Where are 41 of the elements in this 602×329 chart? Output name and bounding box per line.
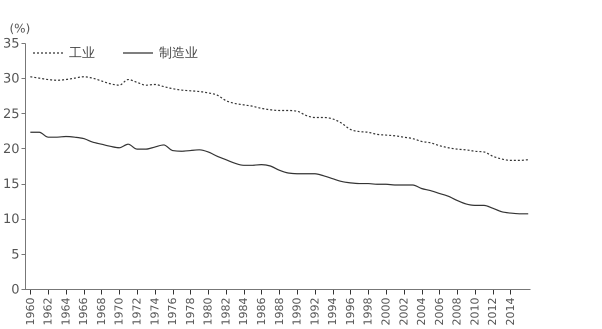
x-tick-label: 1994 <box>326 298 340 326</box>
x-tick-label: 1980 <box>202 298 215 326</box>
y-tick-label: 15 <box>2 177 20 192</box>
y-tick-label: 0 <box>11 282 20 298</box>
x-tick-label: 1992 <box>308 298 322 326</box>
x-tick-label: 1970 <box>112 298 126 326</box>
x-tick-label: 1974 <box>148 298 162 326</box>
x-tick-label: 1984 <box>237 298 250 326</box>
x-tick-label: 1972 <box>130 298 144 326</box>
line-series <box>30 132 529 214</box>
x-tick-label: 1990 <box>290 298 304 326</box>
y-tick-label: 5 <box>11 247 20 262</box>
x-tick-label: 1986 <box>254 298 268 326</box>
x-tick-label: 2010 <box>468 298 482 326</box>
x-tick-label: 2008 <box>450 298 464 326</box>
x-tick-label: 1962 <box>42 298 55 326</box>
x-tick-label: 1976 <box>166 298 180 326</box>
y-tick-label: 30 <box>2 72 20 87</box>
y-tick-label: 20 <box>2 142 20 157</box>
legend-label: 制造业 <box>159 46 198 61</box>
x-tick-label: 1960 <box>24 298 37 326</box>
x-tick-label: 1978 <box>184 298 197 326</box>
x-tick-label: 1998 <box>362 298 375 326</box>
legend-label: 工业 <box>69 46 95 61</box>
y-tick-label: 10 <box>2 212 20 228</box>
x-tick-label: 1996 <box>344 298 357 326</box>
x-tick-label: 2000 <box>379 298 392 326</box>
y-tick-label: 35 <box>2 36 20 52</box>
x-tick-label: 2006 <box>432 298 446 326</box>
x-tick-label: 2002 <box>397 298 410 326</box>
x-tick-label: 2004 <box>415 298 428 326</box>
y-axis-title: (%) <box>10 22 30 36</box>
x-tick-label: 1968 <box>94 298 108 326</box>
x-tick-label: 2012 <box>486 298 500 326</box>
x-tick-label: 1964 <box>59 298 72 326</box>
x-tick-label: 2014 <box>504 298 517 326</box>
x-tick-label: 1988 <box>272 298 286 326</box>
line-series <box>30 76 529 161</box>
x-tick-label: 1982 <box>219 298 232 326</box>
y-tick-label: 25 <box>2 106 20 122</box>
x-tick-label: 1966 <box>77 298 90 326</box>
